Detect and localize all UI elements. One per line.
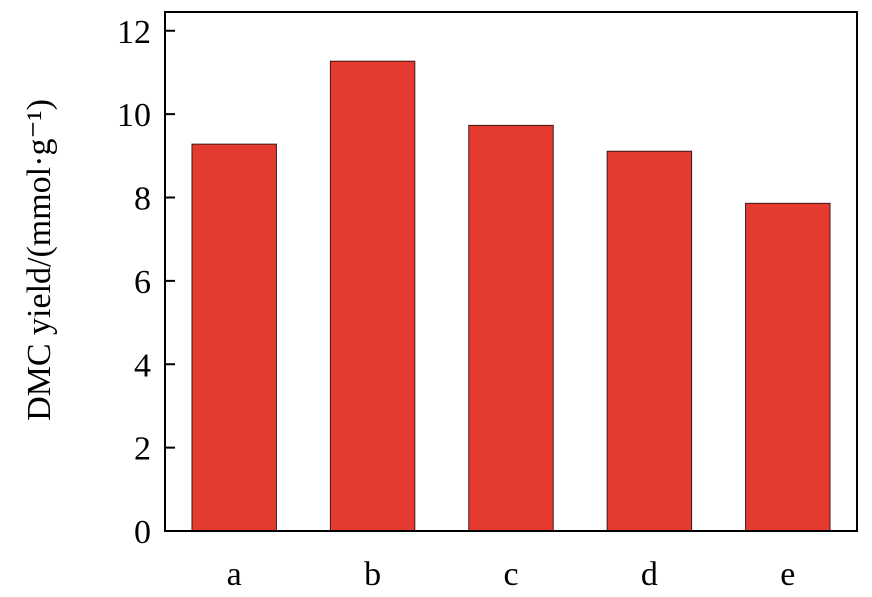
x-tick-label: a [227,556,242,593]
bar [329,60,416,532]
x-tick-label: c [503,556,518,593]
bar [606,150,693,532]
y-tick-label: 0 [134,514,151,551]
y-axis-label: DMC yield/(mmol·g⁻¹) [21,99,58,421]
x-tick-label: e [780,556,795,593]
y-tick-label: 6 [134,264,151,301]
bar [745,202,831,532]
x-tick-label: b [364,556,381,593]
x-tick-label: d [641,556,658,593]
y-tick-label: 2 [134,431,151,468]
bar [468,124,554,532]
bar [191,143,277,532]
plot-frame [164,11,858,532]
y-tick-label: 10 [117,97,151,134]
y-tick-label: 4 [134,347,151,384]
y-tick-label: 12 [117,14,151,51]
y-tick-label: 8 [134,181,151,218]
